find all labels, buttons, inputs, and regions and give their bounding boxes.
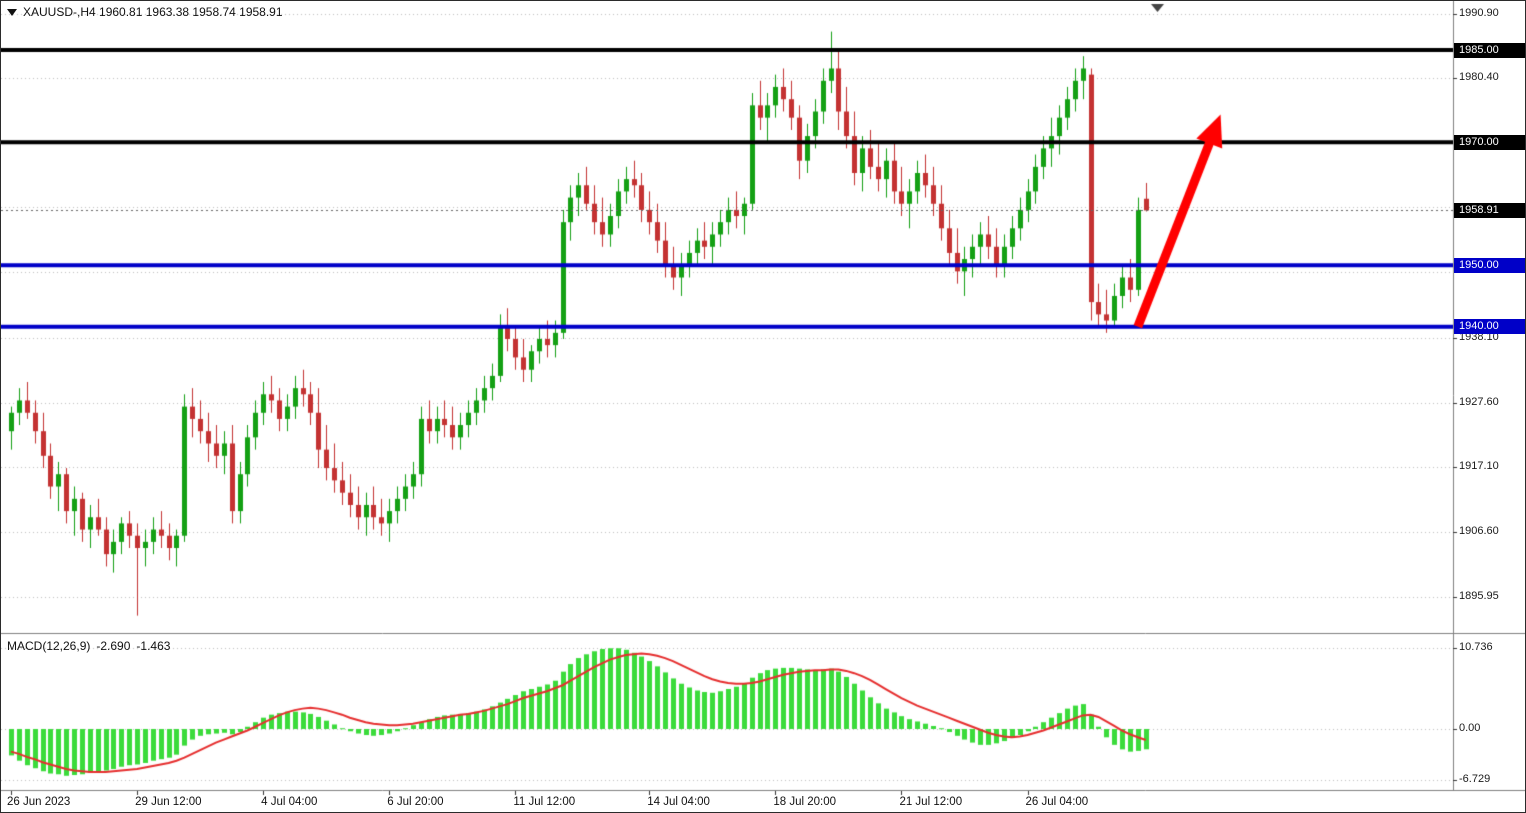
hline-price-badge-1985: 1985.00 xyxy=(1454,42,1525,58)
macd-main-value: -2.690 xyxy=(96,639,131,653)
time-axis-label: 14 Jul 04:00 xyxy=(647,796,710,808)
macd-signal-value: -1.463 xyxy=(136,639,171,653)
time-axis-label: 18 Jul 20:00 xyxy=(773,796,837,808)
price-axis-label: 1906.60 xyxy=(1459,525,1499,538)
time-axis-label: 4 Jul 04:00 xyxy=(261,796,318,808)
price-axis-label: 1895.95 xyxy=(1459,590,1499,603)
macd-axis-label: 0.00 xyxy=(1459,722,1481,734)
hline-price-badge-1950: 1950.00 xyxy=(1454,257,1525,273)
time-axis-label: 6 Jul 20:00 xyxy=(387,796,444,808)
macd-indicator-label: MACD(12,26,9) -2.690 -1.463 xyxy=(7,639,176,653)
time-axis-label: 29 Jun 12:00 xyxy=(135,796,202,808)
hline-price-badge-1970: 1970.00 xyxy=(1454,134,1525,150)
hline-price-badge-1940: 1940.00 xyxy=(1454,319,1525,335)
chart-info-line: XAUUSD-,H4 1960.81 1963.38 1958.74 1958.… xyxy=(7,5,283,19)
time-axis-label: 26 Jun 2023 xyxy=(7,796,71,808)
macd-axis-label: 10.736 xyxy=(1459,640,1493,653)
price-axis-label: 1938.10 xyxy=(1459,331,1499,344)
price-axis-label: 1927.60 xyxy=(1459,395,1499,408)
symbol-ohlc-text: XAUUSD-,H4 1960.81 1963.38 1958.74 1958.… xyxy=(23,5,283,19)
price-axis-label: 1917.10 xyxy=(1459,460,1499,473)
bid-price-badge: 1958.91 xyxy=(1454,202,1525,218)
time-axis-label: 21 Jul 12:00 xyxy=(899,796,963,808)
price-axis-label: 1990.90 xyxy=(1459,6,1499,19)
time-axis-label: 26 Jul 04:00 xyxy=(1025,796,1089,808)
macd-title: MACD(12,26,9) xyxy=(7,639,91,653)
price-axis-label: 1980.40 xyxy=(1459,71,1499,84)
macd-axis-label: -6.729 xyxy=(1459,772,1491,785)
time-axis-label: 11 Jul 12:00 xyxy=(513,796,576,808)
symbol-dropdown-icon[interactable] xyxy=(7,8,17,16)
